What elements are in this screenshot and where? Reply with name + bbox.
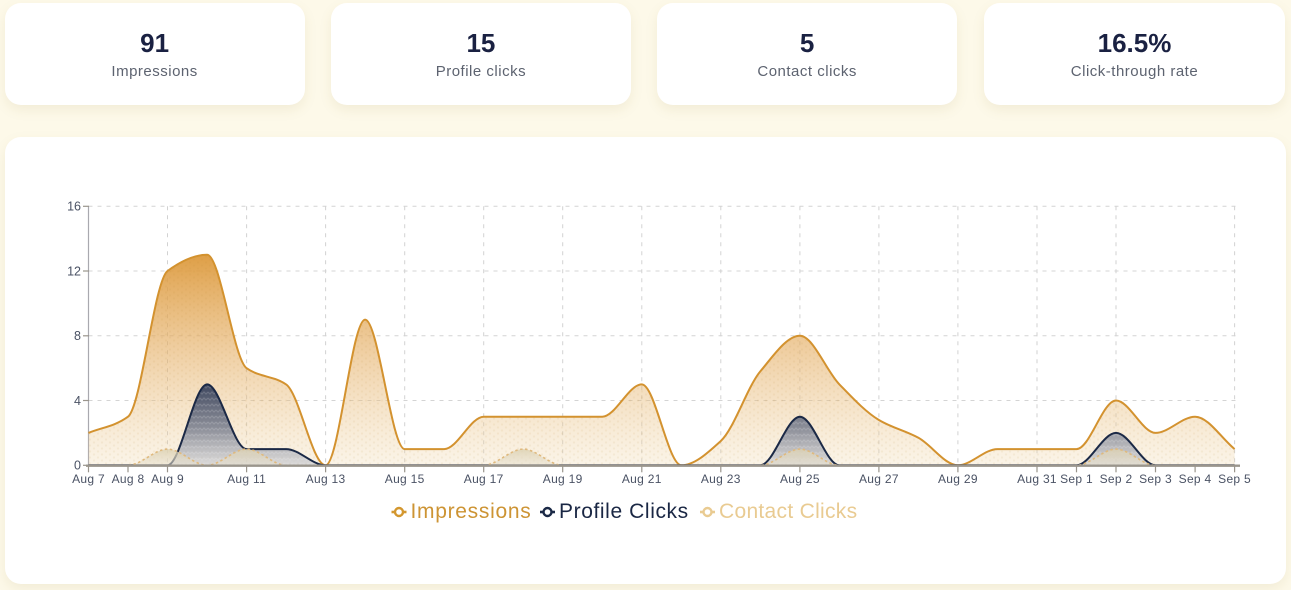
svg-text:Contact Clicks: Contact Clicks (719, 500, 857, 523)
svg-text:Sep 3: Sep 3 (1139, 472, 1172, 486)
svg-text:Sep 4: Sep 4 (1179, 472, 1212, 486)
svg-text:Aug 29: Aug 29 (938, 472, 978, 486)
svg-text:16: 16 (67, 200, 81, 214)
svg-text:8: 8 (74, 329, 81, 343)
svg-text:Sep 2: Sep 2 (1100, 472, 1133, 486)
svg-text:Aug 13: Aug 13 (306, 472, 346, 486)
svg-text:Aug 17: Aug 17 (464, 472, 504, 486)
svg-text:Aug 7: Aug 7 (72, 472, 105, 486)
svg-text:Aug 9: Aug 9 (151, 472, 184, 486)
svg-text:4: 4 (74, 394, 81, 408)
svg-text:Impressions: Impressions (411, 500, 532, 523)
svg-text:Aug 25: Aug 25 (780, 472, 820, 486)
svg-text:Aug 19: Aug 19 (543, 472, 583, 486)
svg-text:Aug 27: Aug 27 (859, 472, 899, 486)
svg-text:Aug 21: Aug 21 (622, 472, 662, 486)
svg-text:Aug 15: Aug 15 (385, 472, 425, 486)
svg-text:Profile Clicks: Profile Clicks (559, 500, 689, 523)
svg-text:0: 0 (74, 459, 81, 473)
svg-text:Aug 11: Aug 11 (227, 472, 266, 486)
svg-text:Aug 8: Aug 8 (112, 472, 145, 486)
svg-text:Sep 5: Sep 5 (1218, 472, 1251, 486)
svg-text:Aug 23: Aug 23 (701, 472, 741, 486)
svg-text:Sep 1: Sep 1 (1060, 472, 1093, 486)
svg-text:12: 12 (67, 264, 81, 278)
svg-text:Aug 31: Aug 31 (1017, 472, 1057, 486)
